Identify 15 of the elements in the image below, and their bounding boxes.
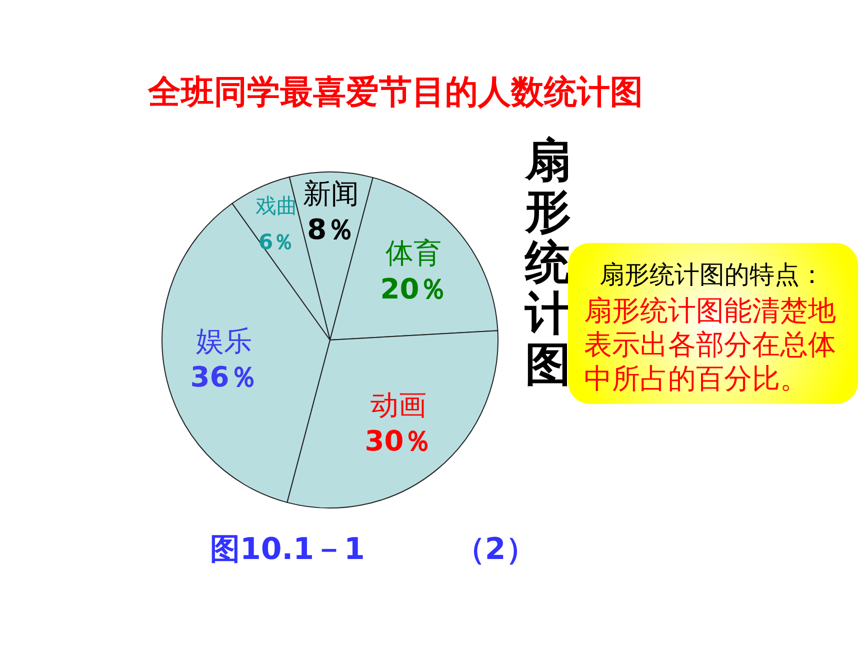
text: 扇形统计图能清楚地表示出各部分在总体中所占的百分比。: [584, 294, 836, 395]
data-label: 36％: [190, 360, 258, 394]
slice-label: 戏曲: [255, 194, 298, 218]
text: 扇形统计图: [524, 133, 571, 391]
data-label: 20％: [380, 272, 448, 306]
slice-label: 新闻: [302, 177, 359, 210]
slice-label: 娱乐: [196, 324, 252, 358]
data-label: 8％: [307, 213, 355, 246]
slice-label: 体育: [386, 236, 442, 270]
caption: 图10.1－1 （2）: [210, 532, 536, 567]
data-label: 6％: [258, 230, 294, 254]
chart-title: 全班同学最喜爱节目的人数统计图: [147, 72, 643, 111]
slice-label: 动画: [370, 388, 426, 422]
text: 扇形统计图的特点：: [600, 260, 824, 289]
data-label: 30％: [364, 424, 432, 458]
